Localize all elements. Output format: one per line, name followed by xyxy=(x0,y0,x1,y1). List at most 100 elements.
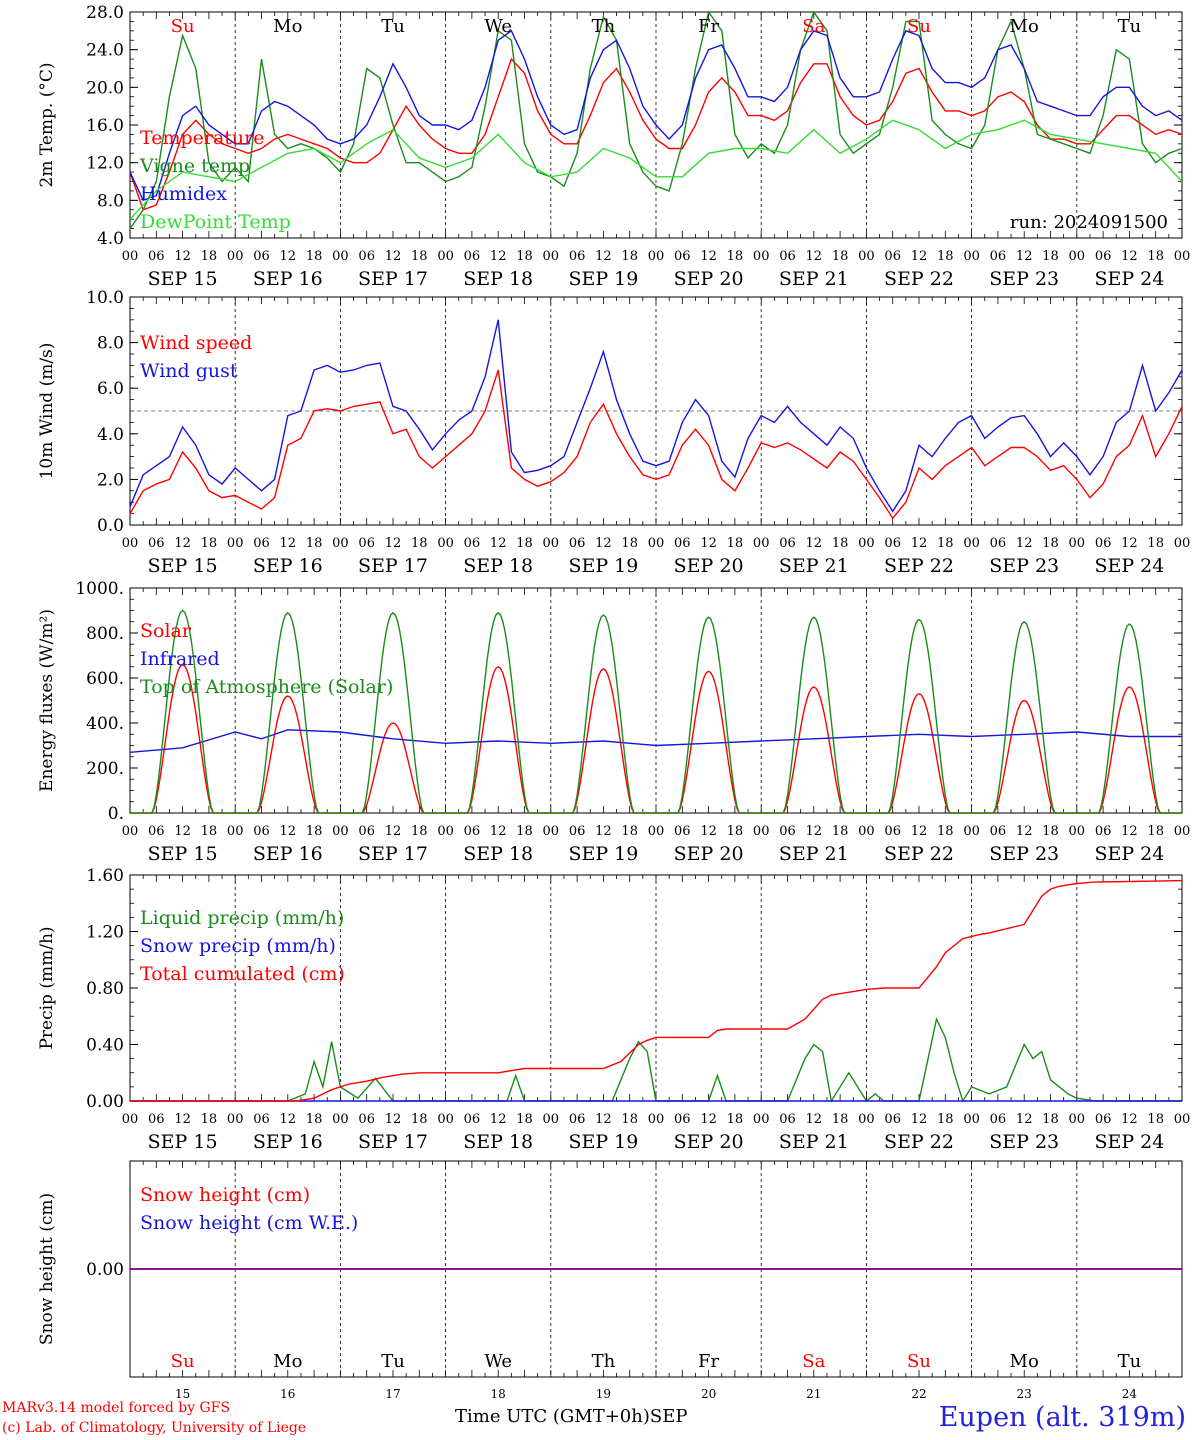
y-tick-label: 0.80 xyxy=(86,979,124,999)
date-label: SEP 19 xyxy=(568,843,638,865)
hour-tick-label: 12 xyxy=(595,249,612,264)
hour-tick-label: 18 xyxy=(937,249,954,264)
hour-tick-label: 00 xyxy=(437,824,454,839)
hour-tick-label: 12 xyxy=(490,824,507,839)
hour-tick-label: 18 xyxy=(832,1112,849,1127)
panel-temperature: 4.0 8.0 12.0 16.0 20.0 24.0 28.0 2m Temp. (°C) 0… xyxy=(37,3,1190,290)
weekday-label: Mo xyxy=(273,16,302,37)
hour-tick-label: 00 xyxy=(437,536,454,551)
hour-tick-label: 00 xyxy=(1174,1112,1191,1127)
hour-tick-label: 06 xyxy=(674,249,691,264)
run-annotation: run: 2024091500 xyxy=(1010,212,1168,233)
hour-tick-label: 00 xyxy=(648,536,665,551)
hour-tick-label: 18 xyxy=(1042,536,1059,551)
hour-tick-label: 12 xyxy=(595,1112,612,1127)
hour-tick-label: 06 xyxy=(464,249,481,264)
hour-tick-label: 18 xyxy=(1042,1112,1059,1127)
hour-tick-label: 00 xyxy=(332,249,349,264)
date-label: SEP 20 xyxy=(674,268,744,290)
hour-tick-label: 18 xyxy=(1147,824,1164,839)
hour-tick-label: 18 xyxy=(727,536,744,551)
day-number: 22 xyxy=(911,1387,926,1401)
hour-tick-label: 18 xyxy=(621,249,638,264)
hour-tick-label: 06 xyxy=(148,249,165,264)
weekday-label: Su xyxy=(907,1351,931,1372)
hour-tick-label: 06 xyxy=(1095,1112,1112,1127)
weekday-label: Fr xyxy=(698,16,719,37)
date-label: SEP 17 xyxy=(358,268,428,290)
day-number: 18 xyxy=(491,1387,506,1401)
hour-tick-label: 06 xyxy=(884,1112,901,1127)
hour-tick-label: 12 xyxy=(280,1112,297,1127)
hour-tick-label: 00 xyxy=(543,536,560,551)
date-label: SEP 16 xyxy=(253,555,323,577)
time-axis-title: Time UTC (GMT+0h)SEP xyxy=(455,1406,687,1427)
y-tick-label: 8.0 xyxy=(97,191,124,211)
hour-tick-label: 12 xyxy=(806,536,823,551)
hour-tick-label: 06 xyxy=(990,1112,1007,1127)
hour-tick-label: 18 xyxy=(727,1112,744,1127)
y-tick-label: 28.0 xyxy=(86,3,124,23)
hour-tick-label: 00 xyxy=(122,824,139,839)
hour-tick-label: 00 xyxy=(1174,249,1191,264)
date-label: SEP 18 xyxy=(463,268,533,290)
series-line-total-cumulated-cm- xyxy=(130,879,1183,1102)
hour-tick-label: 06 xyxy=(569,1112,586,1127)
hour-tick-label: 18 xyxy=(1147,249,1164,264)
date-label: SEP 22 xyxy=(884,1131,954,1153)
hour-tick-label: 00 xyxy=(753,536,770,551)
day-number: 24 xyxy=(1122,1387,1138,1401)
hour-tick-label: 12 xyxy=(700,824,717,839)
hour-tick-label: 18 xyxy=(1042,824,1059,839)
hour-tick-label: 06 xyxy=(674,1112,691,1127)
day-number: 17 xyxy=(385,1387,400,1401)
weekday-label: Tu xyxy=(381,16,405,37)
weekday-label: Tu xyxy=(1118,1351,1142,1372)
hour-tick-label: 00 xyxy=(963,536,980,551)
hour-tick-label: 00 xyxy=(753,824,770,839)
hour-tick-label: 06 xyxy=(253,824,270,839)
hour-tick-label: 00 xyxy=(1174,824,1191,839)
hour-tick-label: 12 xyxy=(490,1112,507,1127)
time-axis-label: Time UTC (GMT+0h) xyxy=(455,1406,650,1427)
day-number: 19 xyxy=(596,1387,611,1401)
hour-tick-label: 00 xyxy=(332,536,349,551)
hour-tick-label: 12 xyxy=(1016,824,1033,839)
hour-tick-label: 18 xyxy=(621,1112,638,1127)
weekday-label: Su xyxy=(171,1351,195,1372)
hour-tick-label: 00 xyxy=(963,249,980,264)
hour-tick-label: 12 xyxy=(911,249,928,264)
hour-tick-label: 06 xyxy=(674,824,691,839)
y-tick-label: 1000. xyxy=(75,579,124,599)
hour-tick-label: 06 xyxy=(674,536,691,551)
date-label: SEP 15 xyxy=(148,1131,218,1153)
hour-tick-label: 12 xyxy=(806,824,823,839)
date-label: SEP 23 xyxy=(989,555,1059,577)
series-line-wind-gust xyxy=(129,319,1183,513)
weekday-label: Tu xyxy=(381,1351,405,1372)
y-tick-label: 12.0 xyxy=(86,154,124,174)
hour-tick-label: 06 xyxy=(1095,824,1112,839)
hour-tick-label: 06 xyxy=(358,249,375,264)
hour-tick-label: 00 xyxy=(858,824,875,839)
hour-tick-label: 12 xyxy=(280,536,297,551)
hour-tick-label: 00 xyxy=(437,249,454,264)
hour-tick-label: 00 xyxy=(437,1112,454,1127)
date-label: SEP 19 xyxy=(568,1131,638,1153)
hour-tick-label: 18 xyxy=(1147,1112,1164,1127)
hour-tick-label: 12 xyxy=(1121,1112,1138,1127)
hour-tick-label: 18 xyxy=(201,536,218,551)
date-label: SEP 17 xyxy=(358,1131,428,1153)
series-line-temperature xyxy=(129,57,1183,211)
hour-tick-label: 00 xyxy=(648,824,665,839)
hour-tick-label: 18 xyxy=(516,536,533,551)
weekday-label: Mo xyxy=(273,1351,302,1372)
hour-tick-label: 18 xyxy=(832,824,849,839)
date-label: SEP 16 xyxy=(253,843,323,865)
series-line-infrared xyxy=(129,729,1182,753)
weekday-label: Fr xyxy=(698,1351,719,1372)
hour-tick-label: 18 xyxy=(937,536,954,551)
date-label: SEP 20 xyxy=(674,1131,744,1153)
hour-tick-label: 00 xyxy=(227,536,244,551)
hour-tick-label: 06 xyxy=(779,824,796,839)
